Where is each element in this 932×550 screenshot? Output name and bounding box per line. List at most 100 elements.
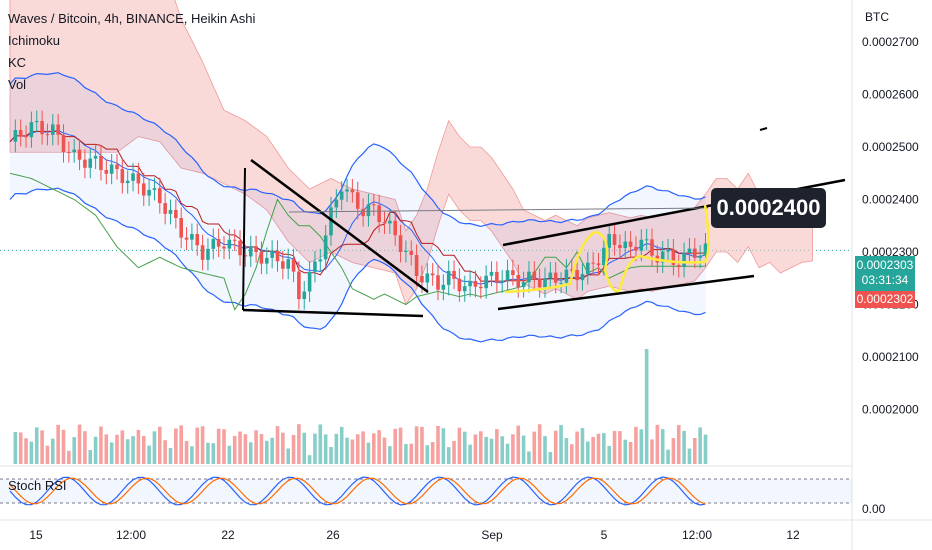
candle-body <box>682 252 686 267</box>
candle-body <box>446 270 451 285</box>
volume-bar <box>45 445 50 464</box>
candle-body <box>441 284 446 290</box>
volume-bar <box>109 442 114 464</box>
volume-bar <box>575 431 579 464</box>
candle-body <box>639 239 644 251</box>
candle-body <box>104 169 109 174</box>
volume-bar <box>569 444 574 464</box>
candle-body <box>698 255 702 258</box>
candle-body <box>318 259 323 262</box>
volume-bar <box>206 442 210 464</box>
price-axis[interactable]: 0.0002700 0.0002600 0.0002500 0.0002400 0.00… <box>862 35 919 516</box>
volume-bar <box>398 427 403 464</box>
candle-body <box>302 291 307 300</box>
volume-bar <box>125 439 130 464</box>
stoch-rsi-label[interactable]: Stoch RSI <box>8 478 67 493</box>
price-tick-label: 0.0002600 <box>862 88 919 102</box>
indicator-vol[interactable]: Vol <box>8 77 27 92</box>
volume-bar <box>104 434 109 464</box>
candle-body <box>67 151 71 153</box>
candle-body <box>136 173 141 184</box>
candle-body <box>152 188 157 190</box>
candle-body <box>313 261 317 272</box>
volume-bar <box>687 448 692 464</box>
candle-body <box>425 273 430 283</box>
volume-bar <box>473 434 478 464</box>
volume-bar <box>61 429 66 464</box>
volume-bar <box>339 426 344 464</box>
volume-bar <box>639 429 644 464</box>
volume-bar <box>361 431 365 464</box>
candle-body <box>329 207 333 236</box>
volume-bar <box>227 445 232 464</box>
candle-body <box>602 247 606 266</box>
candle-body <box>676 264 681 267</box>
candle-body <box>163 203 167 214</box>
low-price-tag: 0.0002302 <box>855 291 915 308</box>
volume-bar <box>693 437 697 464</box>
candle-body <box>195 234 200 246</box>
price-tick-label: 0.0002400 <box>862 193 919 207</box>
volume-bar <box>660 429 665 464</box>
candle-body <box>222 246 226 249</box>
candle-body <box>564 269 569 283</box>
candle-body <box>361 208 365 217</box>
candle-body <box>355 192 360 209</box>
volume-bar <box>682 430 686 464</box>
candle-body <box>489 271 494 276</box>
volume-bar <box>698 427 702 464</box>
candle-body <box>580 274 585 281</box>
volume-bar <box>254 430 258 464</box>
volume-bar <box>377 430 381 464</box>
volume-bar <box>168 447 173 464</box>
candle-body <box>281 261 285 269</box>
candle-body <box>200 245 205 260</box>
volume-bar <box>452 441 456 464</box>
indicator-ichimoku[interactable]: Ichimoku <box>8 33 61 48</box>
time-tick-label: 15 <box>29 528 43 542</box>
candle-body <box>72 149 76 153</box>
candle-body <box>120 169 125 184</box>
volume-bar <box>559 425 563 464</box>
candle-body <box>511 270 515 276</box>
symbol-title[interactable]: Waves / Bitcoin, 4h, BINANCE, Heikin Ash… <box>8 11 256 26</box>
candle-body <box>377 205 381 223</box>
volume-bar <box>40 430 44 464</box>
legend: Waves / Bitcoin, 4h, BINANCE, Heikin Ash… <box>8 8 255 96</box>
volume-bar <box>238 431 242 464</box>
volume-bar <box>382 437 387 464</box>
candle-body <box>83 159 87 168</box>
candle-body <box>109 164 114 174</box>
volume-bar <box>334 433 339 464</box>
candle-body <box>537 279 542 288</box>
kc-lower <box>9 187 706 343</box>
price-callout[interactable]: 0.0002400 <box>711 188 826 228</box>
candle-body <box>265 257 269 264</box>
volume-bar <box>248 442 253 464</box>
indicator-kc[interactable]: KC <box>8 55 27 70</box>
volume-bar <box>628 442 633 464</box>
volume-bar <box>136 429 141 464</box>
candle-body <box>238 240 242 256</box>
candle-body <box>323 235 328 260</box>
volume-bar <box>302 432 307 464</box>
candle-body <box>650 239 654 256</box>
volume-bar <box>623 439 628 464</box>
volume-bar <box>307 455 312 464</box>
candle-body <box>703 243 708 256</box>
candle-body <box>532 271 537 280</box>
volume-bar <box>179 425 183 464</box>
volume-bar <box>56 424 60 464</box>
time-tick-label: Sep <box>481 528 503 542</box>
volume-bar <box>612 430 617 464</box>
time-axis[interactable]: 15 12:00 22 26 Sep 5 12:00 12 <box>0 519 932 542</box>
candle-body <box>430 273 435 276</box>
price-tick-label: 0.0002100 <box>862 350 919 364</box>
volume-bar <box>67 450 71 464</box>
time-tick-label: 12:00 <box>682 528 712 542</box>
candle-body <box>612 234 617 246</box>
candle-body <box>275 250 280 262</box>
volume-bar <box>355 434 360 464</box>
volume-bar <box>618 431 622 464</box>
